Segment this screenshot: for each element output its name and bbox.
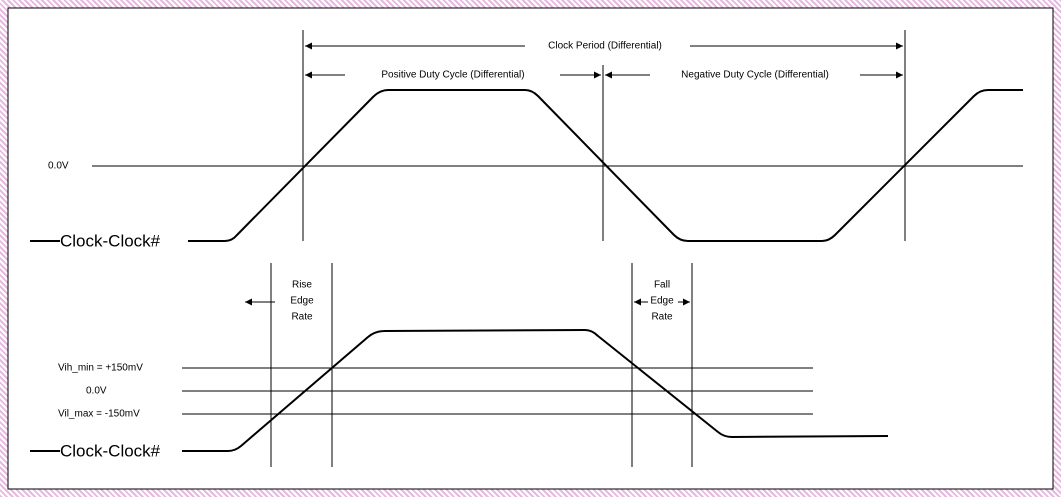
signal-label: Clock-Clock# bbox=[60, 231, 161, 250]
rise-label: Rate bbox=[291, 312, 313, 323]
fall-label: Fall bbox=[654, 280, 670, 291]
zero-label: 0.0V bbox=[86, 386, 107, 397]
rise-label: Edge bbox=[290, 296, 314, 307]
zero-label: 0.0V bbox=[48, 161, 69, 172]
vih-label: Vih_min = +150mV bbox=[58, 363, 143, 374]
rise-label: Rise bbox=[292, 280, 312, 291]
fall-label: Edge bbox=[650, 296, 674, 307]
signal-label: Clock-Clock# bbox=[60, 441, 161, 460]
waveform bbox=[182, 329, 889, 452]
clock-period-label: Clock Period (Differential) bbox=[548, 41, 662, 52]
negative-duty-label: Negative Duty Cycle (Differential) bbox=[681, 70, 829, 81]
vil-label: Vil_max = -150mV bbox=[58, 409, 140, 420]
canvas bbox=[7, 7, 1054, 490]
fall-label: Rate bbox=[651, 312, 673, 323]
positive-duty-label: Positive Duty Cycle (Differential) bbox=[381, 70, 524, 81]
waveform bbox=[188, 89, 1023, 242]
